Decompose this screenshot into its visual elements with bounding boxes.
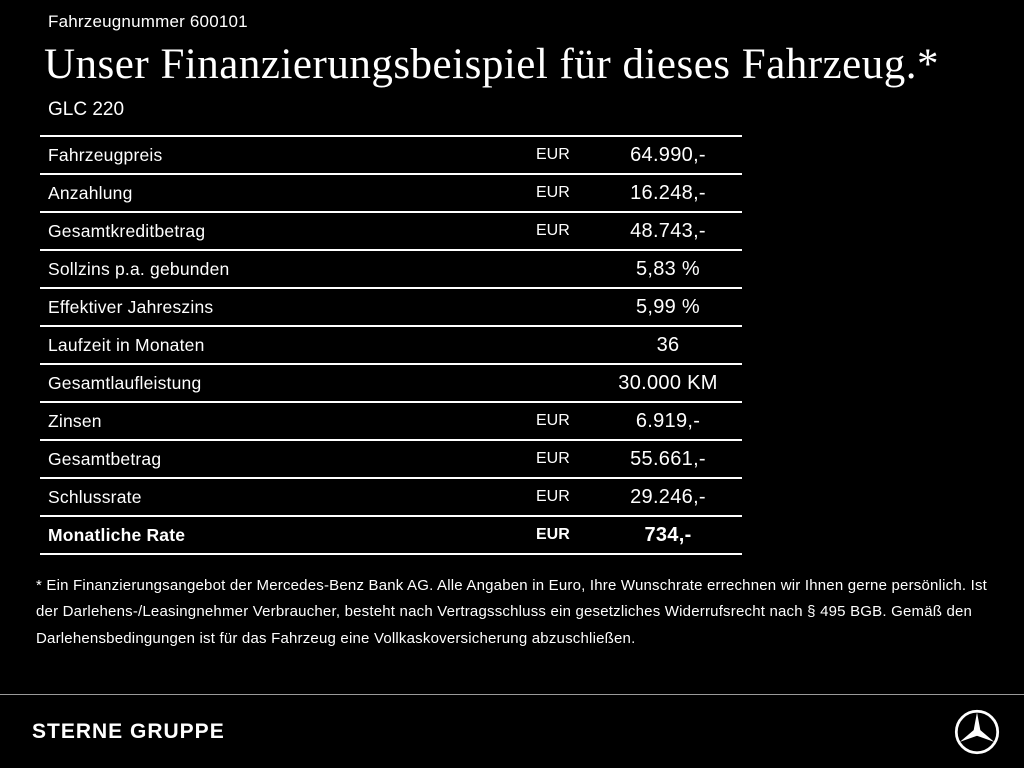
table-row: Fahrzeugpreis EUR 64.990,- bbox=[40, 137, 742, 175]
row-currency: EUR bbox=[536, 488, 570, 505]
row-value: 5,83 % bbox=[635, 257, 701, 280]
row-label: Gesamtkreditbetrag bbox=[48, 220, 206, 241]
vehicle-number: Fahrzeugnummer 600101 bbox=[48, 12, 248, 31]
footer-bar: STERNE GRUPPE bbox=[0, 695, 1024, 768]
table-row: Gesamtbetrag EUR 55.661,- bbox=[40, 441, 742, 479]
financing-table: Fahrzeugpreis EUR 64.990,- Anzahlung EUR… bbox=[40, 135, 742, 555]
row-currency: EUR bbox=[536, 222, 570, 239]
row-currency: EUR bbox=[536, 526, 570, 543]
table-row: Sollzins p.a. gebunden 5,83 % bbox=[40, 251, 742, 289]
row-label: Sollzins p.a. gebunden bbox=[48, 258, 230, 279]
row-value: 5,99 % bbox=[635, 295, 701, 318]
footer-divider bbox=[0, 694, 1024, 695]
mercedes-star-icon bbox=[954, 709, 1000, 755]
row-currency: EUR bbox=[536, 146, 570, 163]
row-value: 64.990,- bbox=[630, 143, 706, 166]
row-value: 734,- bbox=[644, 523, 692, 546]
row-value: 29.246,- bbox=[630, 485, 706, 508]
row-currency: EUR bbox=[536, 450, 570, 467]
row-currency: EUR bbox=[536, 412, 570, 429]
table-row: Gesamtlaufleistung 30.000 KM bbox=[40, 365, 742, 403]
legal-footnote: * Ein Finanzierungsangebot der Mercedes-… bbox=[36, 577, 988, 647]
row-label: Gesamtlaufleistung bbox=[48, 372, 202, 393]
row-label: Fahrzeugpreis bbox=[48, 144, 163, 165]
table-row: Laufzeit in Monaten 36 bbox=[40, 327, 742, 365]
row-label: Anzahlung bbox=[48, 182, 133, 203]
row-value: 36 bbox=[656, 333, 680, 356]
row-label: Schlussrate bbox=[48, 486, 142, 507]
vehicle-model: GLC 220 bbox=[48, 99, 125, 120]
table-row: Effektiver Jahreszins 5,99 % bbox=[40, 289, 742, 327]
row-label: Laufzeit in Monaten bbox=[48, 334, 205, 355]
table-row: Schlussrate EUR 29.246,- bbox=[40, 479, 742, 517]
row-value: 55.661,- bbox=[630, 447, 706, 470]
page-title: Unser Finanzierungsbeispiel für dieses F… bbox=[44, 41, 940, 88]
table-row: Anzahlung EUR 16.248,- bbox=[40, 175, 742, 213]
row-label: Zinsen bbox=[48, 410, 102, 431]
table-row: Monatliche Rate EUR 734,- bbox=[40, 517, 742, 555]
row-value: 6.919,- bbox=[635, 409, 701, 432]
row-value: 16.248,- bbox=[630, 181, 706, 204]
row-label: Effektiver Jahreszins bbox=[48, 296, 214, 317]
row-value: 30.000 KM bbox=[618, 371, 718, 394]
row-value: 48.743,- bbox=[630, 219, 706, 242]
row-label: Monatliche Rate bbox=[48, 524, 186, 545]
table-row: Gesamtkreditbetrag EUR 48.743,- bbox=[40, 213, 742, 251]
row-label: Gesamtbetrag bbox=[48, 448, 162, 469]
row-currency: EUR bbox=[536, 184, 570, 201]
dealer-brand-name: STERNE GRUPPE bbox=[32, 719, 225, 743]
table-row: Zinsen EUR 6.919,- bbox=[40, 403, 742, 441]
